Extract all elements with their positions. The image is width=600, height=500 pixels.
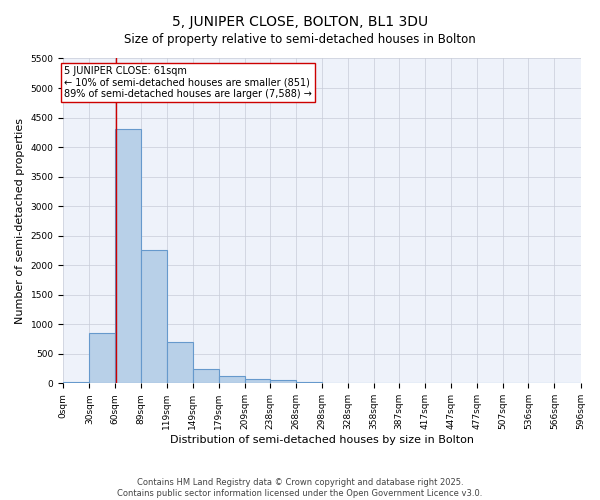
Bar xyxy=(218,376,245,384)
Bar xyxy=(270,380,296,384)
Bar xyxy=(193,368,218,384)
Bar xyxy=(89,333,115,384)
Y-axis label: Number of semi-detached properties: Number of semi-detached properties xyxy=(15,118,25,324)
Bar xyxy=(115,130,140,384)
Bar xyxy=(140,250,167,384)
Bar xyxy=(245,378,270,384)
Text: Contains HM Land Registry data © Crown copyright and database right 2025.
Contai: Contains HM Land Registry data © Crown c… xyxy=(118,478,482,498)
X-axis label: Distribution of semi-detached houses by size in Bolton: Distribution of semi-detached houses by … xyxy=(170,435,474,445)
Bar xyxy=(63,382,89,384)
Bar xyxy=(296,382,322,384)
Text: Size of property relative to semi-detached houses in Bolton: Size of property relative to semi-detach… xyxy=(124,32,476,46)
Text: 5 JUNIPER CLOSE: 61sqm
← 10% of semi-detached houses are smaller (851)
89% of se: 5 JUNIPER CLOSE: 61sqm ← 10% of semi-det… xyxy=(64,66,312,99)
Text: 5, JUNIPER CLOSE, BOLTON, BL1 3DU: 5, JUNIPER CLOSE, BOLTON, BL1 3DU xyxy=(172,15,428,29)
Bar xyxy=(167,342,193,384)
